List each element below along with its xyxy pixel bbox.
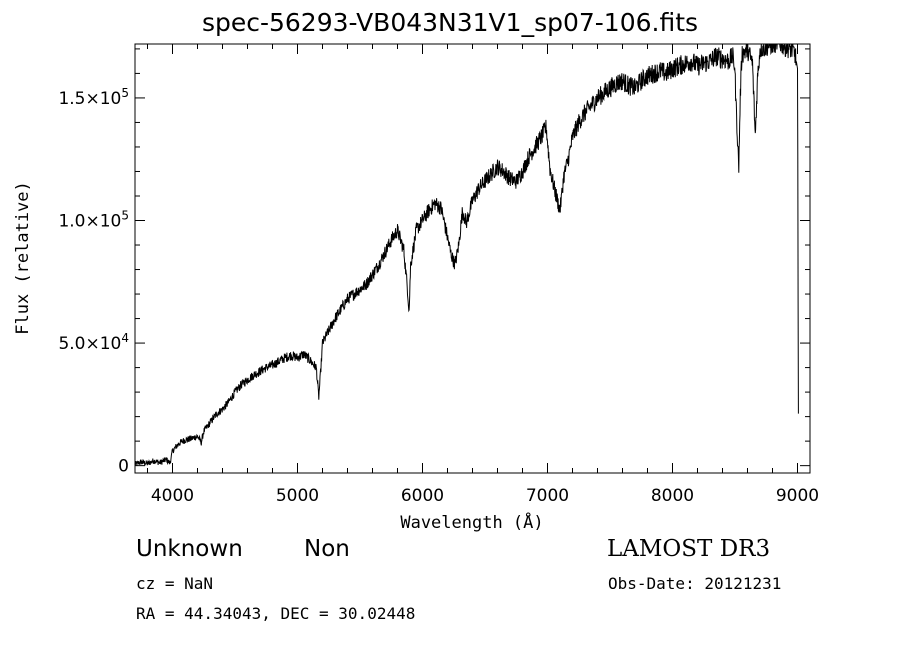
x-axis-label: Wavelength (Å) [400, 511, 543, 533]
redshift-cz: cz = NaN [136, 574, 214, 593]
observation-date: Obs-Date: 20121231 [608, 574, 782, 593]
x-tick-label: 4000 [151, 486, 194, 506]
object-subclass: Non [304, 536, 350, 562]
y-tick-label: 5.0×104 [58, 331, 129, 354]
y-axis: 0 5.0×104 1.0×105 1.5×105 [58, 48, 810, 477]
plot-frame [134, 43, 811, 474]
y-tick-label: 0 [118, 457, 129, 477]
x-tick-label: 9000 [776, 486, 819, 506]
flux-series-line [134, 43, 799, 466]
chart-title: spec-56293-VB043N31V1_sp07-106.fits [201, 8, 699, 37]
survey-name: LAMOST DR3 [607, 536, 771, 562]
y-axis-label: Flux (relative) [13, 181, 33, 335]
x-tick-label: 8000 [651, 486, 694, 506]
y-tick-label: 1.0×105 [58, 209, 129, 232]
x-axis: 4000 5000 6000 7000 8000 9000 [147, 44, 819, 506]
x-tick-label: 5000 [276, 486, 319, 506]
object-class: Unknown [136, 536, 243, 562]
y-tick-label: 1.5×105 [58, 86, 129, 109]
x-tick-label: 6000 [401, 486, 444, 506]
ra-dec-coordinates: RA = 44.34043, DEC = 30.02448 [136, 604, 416, 623]
x-tick-label: 7000 [526, 486, 569, 506]
